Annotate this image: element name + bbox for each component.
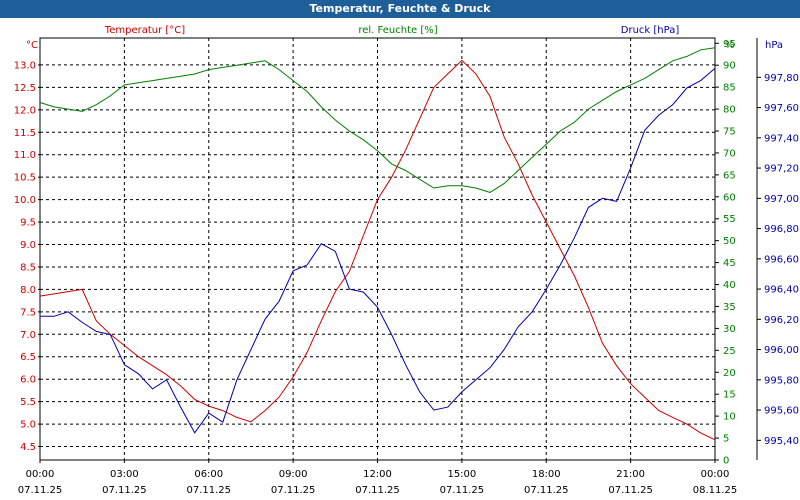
x-tick-time-label: 15:00 <box>447 469 476 480</box>
y-right2-tick-label: 995,60 <box>764 406 799 417</box>
y-left-tick-label: 6.5 <box>20 352 36 363</box>
y-right1-tick-label: 5 <box>723 434 729 445</box>
y-right1-tick-label: 45 <box>723 258 736 269</box>
y-right2-tick-label: 996,00 <box>764 345 799 356</box>
y-left-tick-label: 5.0 <box>20 420 36 431</box>
x-tick-date-label: 07.11.25 <box>271 485 316 496</box>
y-right2-tick-label: 996,80 <box>764 224 799 235</box>
y-left-tick-label: 5.5 <box>20 397 36 408</box>
y-left-tick-label: 6.0 <box>20 375 36 386</box>
y-left-tick-label: 13.0 <box>14 60 36 71</box>
y-left-tick-label: 4.5 <box>20 442 36 453</box>
x-tick-time-label: 00:00 <box>26 469 55 480</box>
y-left-unit: °C <box>26 40 38 51</box>
y-right1-tick-label: 55 <box>723 214 736 225</box>
y-right1-tick-label: 95 <box>723 39 736 50</box>
x-tick-date-label: 07.11.25 <box>524 485 569 496</box>
y-right1-tick-label: 35 <box>723 302 736 313</box>
y-right1-tick-label: 25 <box>723 346 736 357</box>
y-right2-tick-label: 997,80 <box>764 73 799 84</box>
y-left-tick-label: 11.0 <box>14 150 36 161</box>
y-right1-tick-label: 20 <box>723 368 736 379</box>
y-left-tick-label: 8.5 <box>20 262 36 273</box>
y-right2-tick-label: 996,60 <box>764 254 799 265</box>
y-left-tick-label: 12.5 <box>14 83 36 94</box>
x-tick-date-label: 07.11.25 <box>440 485 485 496</box>
x-tick-date-label: 07.11.25 <box>18 485 63 496</box>
y-right1-tick-label: 75 <box>723 126 736 137</box>
x-tick-time-label: 12:00 <box>363 469 392 480</box>
y-left-tick-label: 12.0 <box>14 105 36 116</box>
x-tick-date-label: 07.11.25 <box>608 485 653 496</box>
y-right1-tick-label: 80 <box>723 105 736 116</box>
window-title: Temperatur, Feuchte & Druck <box>0 0 800 18</box>
y-right2-tick-label: 995,80 <box>764 375 799 386</box>
x-tick-date-label: 08.11.25 <box>693 485 738 496</box>
x-tick-time-label: 09:00 <box>279 469 308 480</box>
y-right2-unit: hPa <box>765 40 783 51</box>
y-right2-tick-label: 996,20 <box>764 315 799 326</box>
legend-label: rel. Feuchte [%] <box>358 25 437 36</box>
legend-label: Temperatur [°C] <box>104 25 185 36</box>
y-right1-tick-label: 60 <box>723 192 736 203</box>
legend-label: Druck [hPa] <box>621 25 680 36</box>
x-tick-date-label: 07.11.25 <box>355 485 400 496</box>
y-right2-tick-label: 997,20 <box>764 164 799 175</box>
y-right1-tick-label: 85 <box>723 83 736 94</box>
y-right1-tick-label: 70 <box>723 148 736 159</box>
x-tick-time-label: 21:00 <box>616 469 645 480</box>
y-left-tick-label: 9.0 <box>20 240 36 251</box>
x-tick-date-label: 07.11.25 <box>186 485 231 496</box>
y-right1-tick-label: 30 <box>723 324 736 335</box>
y-right1-tick-label: 15 <box>723 390 736 401</box>
x-tick-time-label: 06:00 <box>194 469 223 480</box>
y-right1-tick-label: 10 <box>723 412 736 423</box>
x-tick-date-label: 07.11.25 <box>102 485 147 496</box>
y-right2-tick-label: 996,40 <box>764 285 799 296</box>
humidity-line <box>39 47 716 193</box>
y-right1-tick-label: 65 <box>723 170 736 181</box>
y-right1-tick-label: 0 <box>723 456 729 467</box>
temperature-line <box>39 59 716 441</box>
y-right2-tick-label: 997,40 <box>764 133 799 144</box>
y-right2-tick-label: 997,00 <box>764 194 799 205</box>
chart: 4.5 5.0 5.5 6.0 6.5 7.0 7.5 8.0 8.5 9.0 9.5 10.0 10.… <box>14 25 799 496</box>
pressure-line <box>40 67 716 434</box>
y-right1-tick-label: 90 <box>723 61 736 72</box>
y-left-tick-label: 7.0 <box>20 330 36 341</box>
x-tick-time-label: 00:00 <box>701 469 730 480</box>
y-left-tick-label: 9.5 <box>20 218 36 229</box>
y-left-tick-label: 10.0 <box>14 195 36 206</box>
y-left-tick-label: 7.5 <box>20 307 36 318</box>
x-tick-time-label: 03:00 <box>110 469 139 480</box>
y-left-tick-label: 10.5 <box>14 173 36 184</box>
y-left-tick-label: 11.5 <box>14 128 36 139</box>
y-right1-unit: % <box>725 40 735 51</box>
y-right2-tick-label: 997,60 <box>764 103 799 114</box>
y-right2-tick-label: 995,40 <box>764 436 799 447</box>
y-right1-tick-label: 50 <box>723 236 736 247</box>
y-right1-tick-label: 40 <box>723 280 736 291</box>
y-left-tick-label: 8.0 <box>20 285 36 296</box>
x-tick-time-label: 18:00 <box>532 469 561 480</box>
